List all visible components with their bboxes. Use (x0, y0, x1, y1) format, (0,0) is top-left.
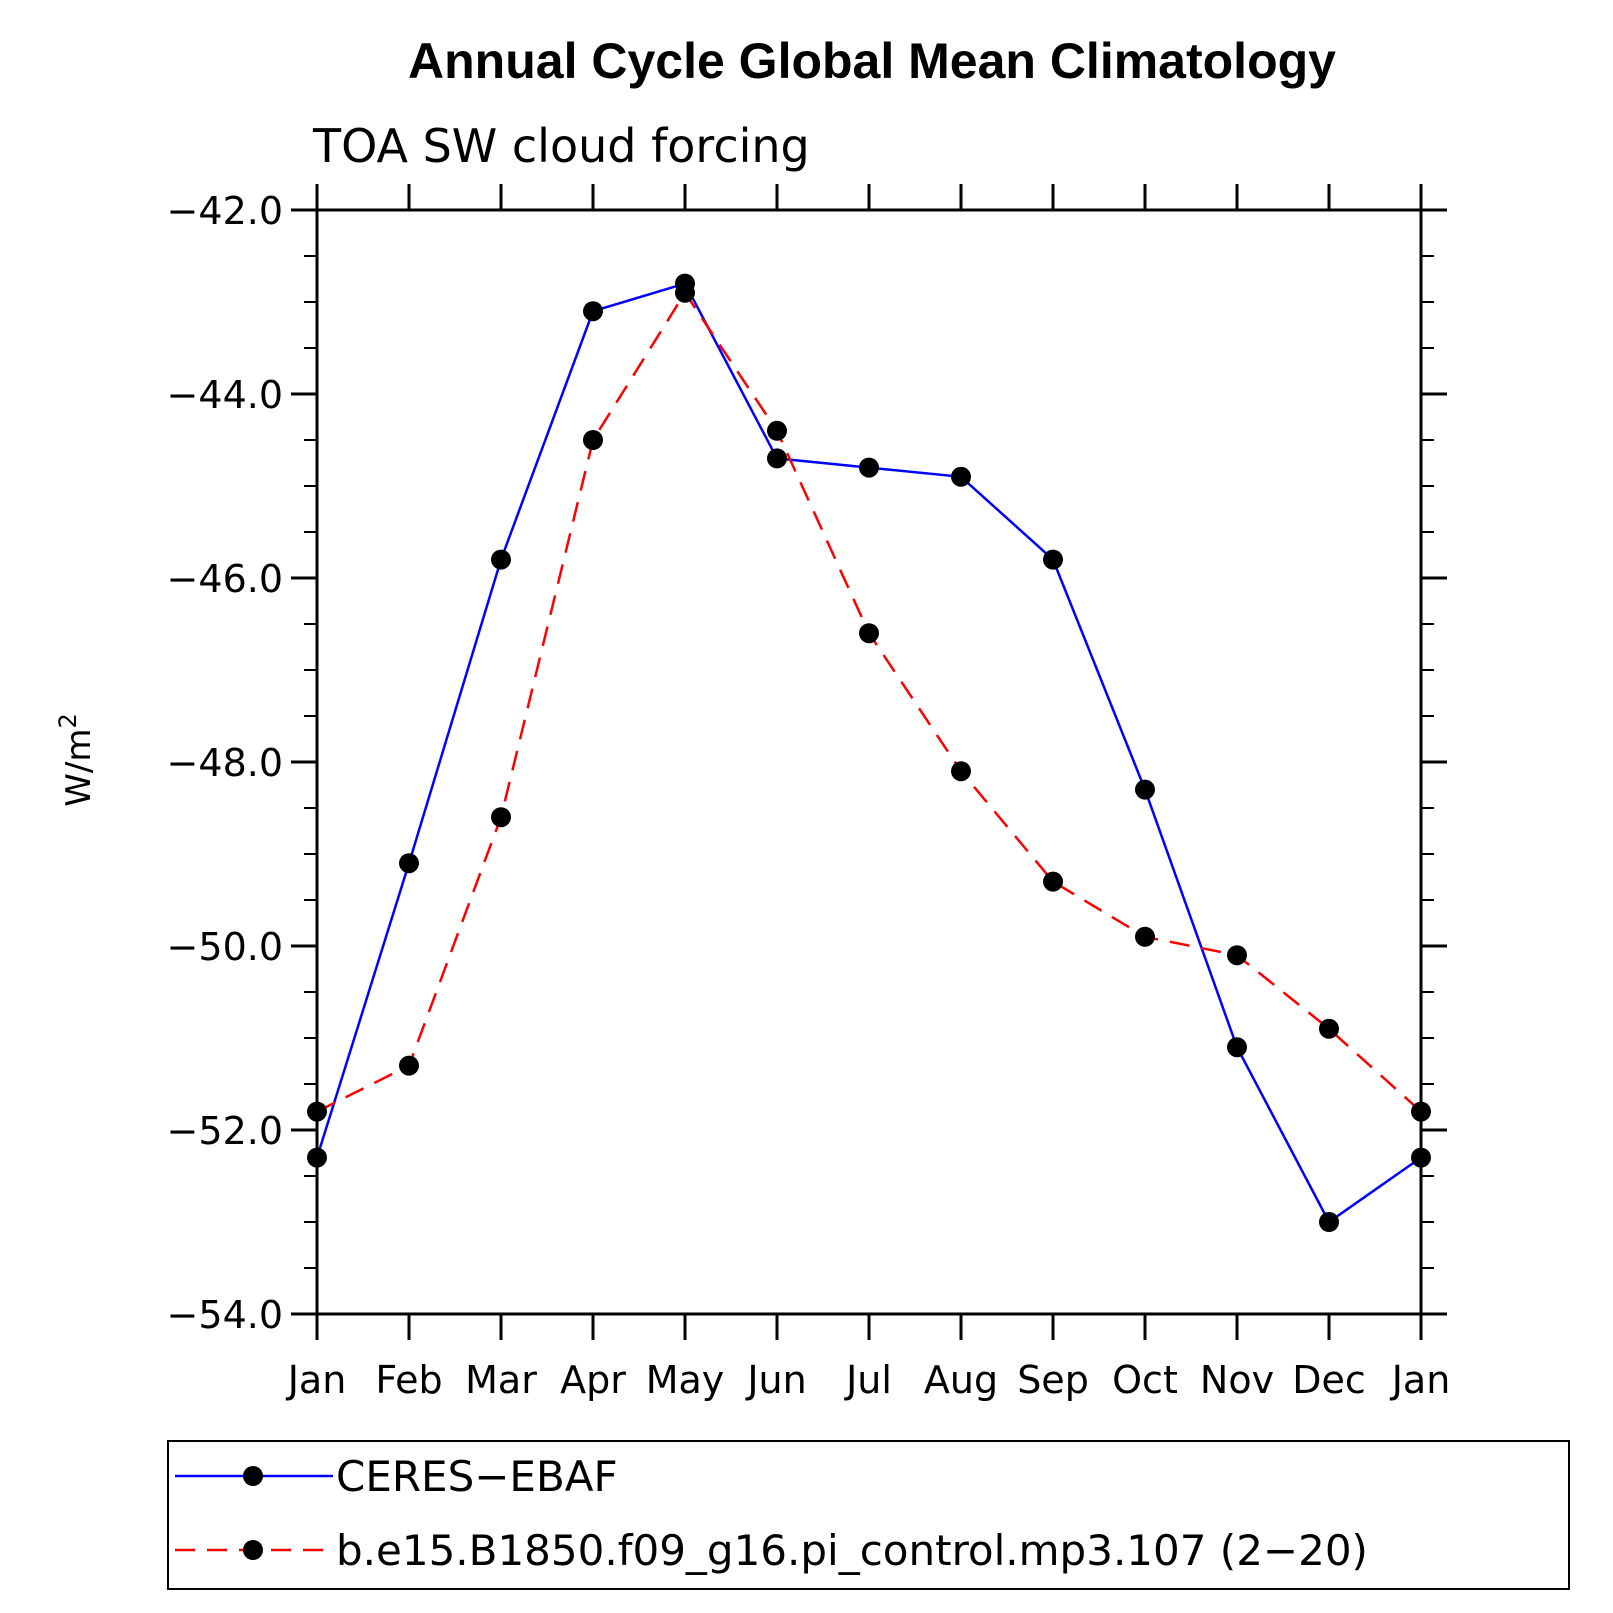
data-point (1227, 945, 1247, 966)
data-point (1135, 926, 1155, 947)
x-tick-label: Oct (1112, 1358, 1178, 1402)
legend-entry-1: CERES−EBAF (175, 1452, 618, 1501)
y-tick-label: −48.0 (167, 741, 283, 785)
x-tick-label: Jun (745, 1358, 806, 1402)
axis-ticks (291, 184, 1447, 1340)
legend-entry-2: b.e15.B1850.f09_g16.pi_control.mp3.107 (… (175, 1526, 1368, 1575)
data-point (1227, 1037, 1247, 1058)
legend-entries: CERES−EBAF b.e15.B1850.f09_g16.pi_control… (175, 1452, 1368, 1575)
data-point (1135, 779, 1155, 800)
x-tick-label: Jul (844, 1358, 892, 1402)
data-point (491, 549, 511, 570)
y-tick-labels: −42.0 −44.0 −46.0 −48.0 −50.0 −52.0 −54.0 (167, 189, 283, 1337)
legend-marker (243, 1466, 263, 1486)
y-axis-label-superscript: 2 (54, 713, 82, 728)
plot-frame (315, 208, 1423, 1316)
x-tick-label: Jan (286, 1358, 347, 1402)
chart-subtitle: TOA SW cloud forcing (312, 119, 810, 173)
data-point (675, 282, 695, 303)
data-point (491, 807, 511, 828)
x-tick-label: Nov (1200, 1358, 1274, 1402)
data-point (399, 1055, 419, 1076)
y-axis-label-text: W/m (59, 729, 99, 807)
y-tick-label: −42.0 (167, 189, 283, 233)
x-tick-label: Apr (560, 1358, 626, 1402)
chart-title: Annual Cycle Global Mean Climatology (408, 33, 1336, 89)
data-point (1043, 871, 1063, 892)
series-layer (307, 273, 1431, 1232)
x-tick-label: Jan (1390, 1358, 1451, 1402)
data-point (399, 853, 419, 874)
y-axis-label: W/m2 (54, 713, 99, 806)
x-tick-label: Aug (924, 1358, 998, 1402)
data-point (951, 466, 971, 487)
y-tick-label: −52.0 (167, 1109, 283, 1153)
series-1 (307, 273, 1431, 1232)
data-point (1411, 1101, 1431, 1122)
data-point (859, 457, 879, 478)
y-tick-label: −50.0 (167, 925, 283, 969)
x-tick-labels: Jan Feb Mar Apr May Jun Jul Aug Sep Oct Nov Dec Jan (286, 1358, 1451, 1402)
data-point (583, 430, 603, 450)
x-tick-label: Mar (465, 1358, 537, 1402)
y-tick-label: −46.0 (167, 557, 283, 601)
data-point (1043, 549, 1063, 570)
data-point (1319, 1018, 1339, 1039)
data-point (583, 301, 603, 322)
y-tick-label: −54.0 (167, 1293, 283, 1337)
legend-label: CERES−EBAF (336, 1452, 618, 1501)
data-point (859, 623, 879, 644)
svg-text:W/m2: W/m2 (54, 713, 99, 806)
legend-box (167, 1440, 1570, 1590)
data-point (307, 1147, 327, 1168)
data-point (307, 1101, 327, 1122)
legend-label: b.e15.B1850.f09_g16.pi_control.mp3.107 (… (336, 1526, 1368, 1575)
data-point (1411, 1147, 1431, 1168)
data-point (951, 761, 971, 782)
x-tick-label: Sep (1017, 1358, 1089, 1402)
data-point (767, 420, 787, 441)
data-point (767, 448, 787, 469)
series-line (316, 290, 1422, 1113)
y-tick-label: −44.0 (167, 373, 283, 417)
legend: CERES−EBAF b.e15.B1850.f09_g16.pi_control… (167, 1440, 1570, 1590)
x-tick-label: Feb (375, 1358, 442, 1402)
series-line (315, 282, 1422, 1224)
legend-marker (243, 1540, 263, 1560)
data-point (1319, 1212, 1339, 1232)
x-tick-label: May (646, 1358, 725, 1402)
x-tick-label: Dec (1292, 1358, 1366, 1402)
series-2 (307, 282, 1431, 1122)
